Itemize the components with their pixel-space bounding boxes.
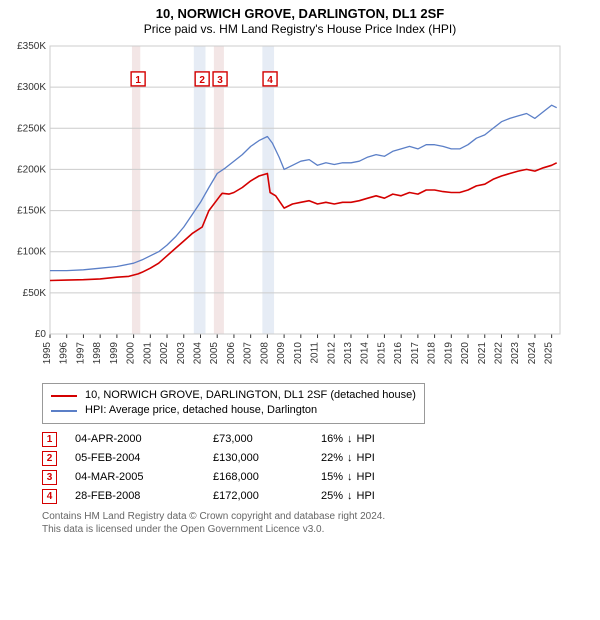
legend-item: 10, NORWICH GROVE, DARLINGTON, DL1 2SF (… [51,388,416,403]
x-tick-label: 2025 [544,342,555,365]
y-tick-label: £0 [35,329,47,340]
sale-date: 04-APR-2000 [75,433,195,445]
x-tick-label: 2002 [159,342,170,365]
y-tick-label: £300K [17,82,46,93]
highlight-band [194,46,206,334]
x-tick-label: 2023 [510,342,521,365]
x-tick-label: 2015 [376,342,387,365]
arrow-down-icon: ↓ [347,452,353,464]
arrow-down-icon: ↓ [347,471,353,483]
x-tick-label: 2006 [226,342,237,365]
sale-date: 05-FEB-2004 [75,452,195,464]
x-tick-label: 2021 [477,342,488,365]
x-tick-label: 2020 [460,342,471,365]
x-tick-label: 2004 [192,342,203,365]
sales-table: 1 04-APR-2000 £73,000 16%↓HPI 2 05-FEB-2004 £1… [42,430,594,506]
y-tick-label: £50K [23,288,47,299]
sale-date: 28-FEB-2008 [75,490,195,502]
sale-index-marker: 4 [42,489,57,504]
x-tick-label: 2018 [427,342,438,365]
page-title: 10, NORWICH GROVE, DARLINGTON, DL1 2SF [6,6,594,21]
sale-date: 04-MAR-2005 [75,471,195,483]
x-tick-label: 1998 [92,342,103,365]
y-tick-label: £350K [17,42,46,52]
sale-marker-label: 4 [267,75,273,86]
legend-label: 10, NORWICH GROVE, DARLINGTON, DL1 2SF (… [85,388,416,403]
sale-price: £130,000 [213,452,303,464]
sale-delta: 25%↓HPI [321,490,411,502]
legend-label: HPI: Average price, detached house, Darl… [85,403,317,418]
price-chart: £0 £50K £100K £150K £200K £250K £300K £350K 1995… [6,42,594,377]
page-container: 10, NORWICH GROVE, DARLINGTON, DL1 2SF P… [0,0,600,542]
sale-delta: 22%↓HPI [321,452,411,464]
x-tick-label: 2009 [276,342,287,365]
x-tick-label: 2017 [410,342,421,365]
sale-price: £168,000 [213,471,303,483]
sale-index-marker: 2 [42,451,57,466]
legend-swatch [51,410,77,412]
arrow-down-icon: ↓ [347,433,353,445]
x-tick-label: 2022 [493,342,504,365]
sale-index-marker: 1 [42,432,57,447]
footer-line-2: This data is licensed under the Open Gov… [42,523,594,536]
legend-item: HPI: Average price, detached house, Darl… [51,403,416,418]
x-tick-label: 2010 [293,342,304,365]
sale-price: £172,000 [213,490,303,502]
sale-marker-label: 2 [199,75,205,86]
y-tick-label: £250K [17,123,46,134]
chart-svg: £0 £50K £100K £150K £200K £250K £300K £350K 1995… [6,42,566,372]
x-tick-label: 2014 [360,342,371,365]
x-tick-label: 1995 [42,342,53,365]
x-tick-label: 1997 [75,342,86,365]
legend-swatch [51,395,77,397]
y-tick-label: £150K [17,206,46,217]
page-subtitle: Price paid vs. HM Land Registry's House … [6,22,594,36]
arrow-down-icon: ↓ [347,490,353,502]
x-tick-label: 2008 [259,342,270,365]
y-tick-label: £200K [17,164,46,175]
legend-box: 10, NORWICH GROVE, DARLINGTON, DL1 2SF (… [42,383,425,424]
x-tick-label: 2012 [326,342,337,365]
x-tick-label: 2007 [243,342,254,365]
sale-delta: 15%↓HPI [321,471,411,483]
x-tick-label: 2019 [443,342,454,365]
sale-price: £73,000 [213,433,303,445]
highlight-band [214,46,224,334]
sale-index-marker: 3 [42,470,57,485]
x-tick-label: 2001 [142,342,153,365]
x-tick-label: 2005 [209,342,220,365]
highlight-band [132,46,140,334]
x-tick-label: 2000 [126,342,137,365]
highlight-band [262,46,274,334]
y-tick-label: £100K [17,247,46,258]
sales-row: 2 05-FEB-2004 £130,000 22%↓HPI [42,449,594,468]
sale-marker-label: 3 [217,75,223,86]
x-tick-label: 2024 [527,342,538,365]
x-tick-label: 2016 [393,342,404,365]
x-tick-label: 2003 [176,342,187,365]
x-tick-label: 2011 [310,342,321,364]
x-tick-label: 1999 [109,342,120,365]
sales-row: 4 28-FEB-2008 £172,000 25%↓HPI [42,487,594,506]
footer-line-1: Contains HM Land Registry data © Crown c… [42,510,594,523]
sales-row: 3 04-MAR-2005 £168,000 15%↓HPI [42,468,594,487]
sales-row: 1 04-APR-2000 £73,000 16%↓HPI [42,430,594,449]
x-tick-label: 1996 [59,342,70,365]
sale-delta: 16%↓HPI [321,433,411,445]
footer: Contains HM Land Registry data © Crown c… [42,510,594,536]
sale-marker-label: 1 [135,75,141,86]
x-tick-label: 2013 [343,342,354,365]
